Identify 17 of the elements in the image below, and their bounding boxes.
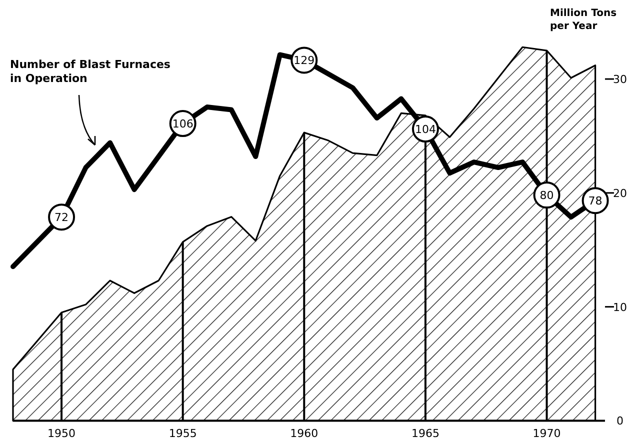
data-label: 106 [172, 118, 194, 131]
y-tick-label: 0 [616, 414, 624, 428]
x-tick-label: 1970 [532, 427, 561, 440]
x-tick-label: 1950 [48, 427, 76, 440]
x-tick-label: 1965 [411, 427, 440, 440]
data-label: 78 [588, 194, 602, 208]
data-label: 104 [414, 123, 436, 136]
data-label: 129 [294, 54, 315, 68]
y-tick-label: 20 [613, 186, 627, 200]
y-tick-label: 10 [613, 300, 627, 314]
data-label: 80 [540, 189, 554, 202]
x-tick-label: 1955 [168, 427, 197, 440]
text: Number of Blast Furnaces in Operation [10, 58, 171, 85]
data-label: 72 [54, 211, 69, 224]
y-tick-label: 30 [613, 73, 627, 86]
x-tick-label: 1960 [290, 427, 318, 440]
y-axis-title: Million Tons per Year [550, 8, 617, 32]
